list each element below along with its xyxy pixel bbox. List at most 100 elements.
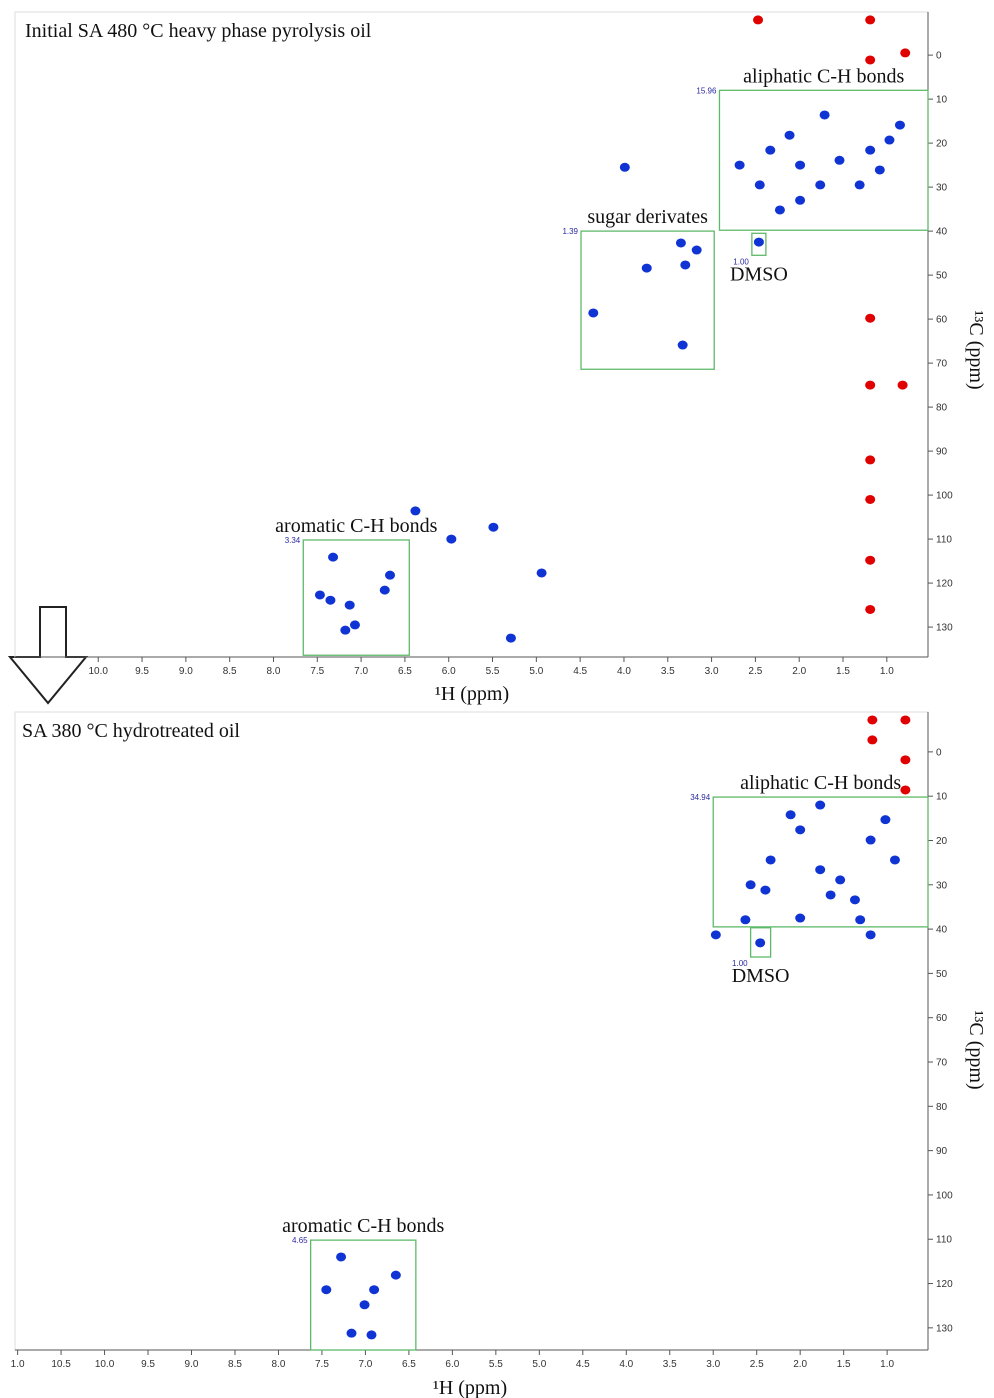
integration-region (712, 796, 929, 928)
x-tick-label: 3.0 (705, 666, 719, 677)
x-tick-label: 8.5 (223, 666, 237, 677)
x-tick-label: 6.0 (442, 666, 456, 677)
peak (446, 534, 457, 544)
panel-title: Initial SA 480 °C heavy phase pyrolysis … (25, 20, 372, 42)
peak (505, 633, 516, 643)
panel-title: SA 380 °C hydrotreated oil (22, 720, 240, 742)
x-tick-label: 5.0 (529, 666, 543, 677)
x-tick-label: 1.5 (837, 1359, 851, 1370)
peak (795, 913, 806, 923)
peak (867, 735, 878, 745)
peak (889, 855, 900, 865)
peak (488, 522, 499, 532)
peak (734, 160, 745, 170)
y-tick-label: 130 (936, 1323, 953, 1334)
y-tick-label: 50 (936, 271, 948, 282)
peak (834, 155, 845, 165)
x-tick-label: 8.5 (228, 1359, 242, 1370)
peak (349, 620, 360, 630)
y-tick-label: 10 (936, 95, 948, 106)
region-integral: 15.96 (696, 86, 717, 95)
peak (745, 880, 756, 890)
x-tick-label: 3.5 (661, 666, 675, 677)
region-integral: 1.00 (733, 257, 749, 266)
peak (865, 313, 876, 323)
y-tick-label: 60 (936, 1013, 948, 1024)
integration-region (302, 539, 410, 656)
x-tick-label: 3.5 (663, 1359, 677, 1370)
peak (865, 380, 876, 390)
y-tick-label: 110 (936, 535, 952, 546)
y-tick-label: 30 (936, 880, 948, 891)
peak (680, 260, 691, 270)
region-integral: 4.65 (292, 1236, 308, 1245)
region-label: DMSO (730, 263, 788, 285)
peak (865, 15, 876, 25)
peak (346, 1328, 357, 1338)
peak (849, 895, 860, 905)
peak (795, 825, 806, 835)
region-integral: 1.39 (562, 227, 578, 236)
x-tick-label: 1.0 (880, 1359, 894, 1370)
x-tick-label: 5.5 (489, 1359, 503, 1370)
x-tick-label: 7.0 (354, 666, 368, 677)
x-tick-label: 4.5 (576, 1359, 590, 1370)
x-tick-label: 1.0 (880, 666, 894, 677)
peak (754, 180, 765, 190)
y-tick-label: 20 (936, 139, 948, 150)
peak (753, 15, 764, 25)
y-tick-label: 120 (936, 579, 953, 590)
peak (854, 180, 865, 190)
peak (328, 552, 339, 562)
y-axis-label: ¹³C (ppm) (965, 310, 987, 389)
y-tick-label: 40 (936, 227, 948, 238)
x-tick-label: 9.5 (135, 666, 149, 677)
x-tick-label: 6.5 (402, 1359, 416, 1370)
y-tick-label: 90 (936, 1146, 948, 1157)
x-tick-label: 9.0 (179, 666, 193, 677)
peak (390, 1270, 401, 1280)
x-tick-label: 8.0 (272, 1359, 286, 1370)
region-label: aliphatic C-H bonds (740, 772, 901, 794)
integration-region (718, 89, 929, 231)
x-tick-label: 10.0 (95, 1359, 115, 1370)
peak (325, 595, 336, 605)
x-tick-label: 10.5 (51, 1359, 71, 1370)
x-tick-label: 1.5 (836, 666, 850, 677)
peak (900, 755, 911, 765)
x-tick-label: 6.5 (398, 666, 412, 677)
peak (385, 570, 396, 580)
peak (815, 180, 826, 190)
y-tick-label: 130 (936, 623, 953, 634)
region-label: sugar derivates (587, 206, 708, 228)
peak (753, 237, 764, 247)
peak (588, 308, 599, 318)
x-tick-label: 2.0 (792, 666, 806, 677)
x-tick-label: 4.0 (619, 1359, 633, 1370)
peak (865, 55, 876, 65)
x-axis-label: ¹H (ppm) (435, 683, 509, 705)
y-axis-label: ¹³C (ppm) (965, 1010, 987, 1089)
region-label: DMSO (732, 965, 790, 987)
peak (366, 1330, 377, 1340)
x-tick-label: 5.0 (532, 1359, 546, 1370)
peak (359, 1300, 370, 1310)
peak (865, 555, 876, 565)
peak (784, 130, 795, 140)
peak (675, 238, 686, 248)
peak (795, 160, 806, 170)
peak (900, 785, 911, 795)
y-tick-label: 80 (936, 403, 948, 414)
peak (865, 494, 876, 504)
peak (900, 715, 911, 725)
peak (867, 715, 878, 725)
y-tick-label: 20 (936, 836, 948, 847)
y-tick-label: 70 (936, 1058, 948, 1069)
peak (865, 930, 876, 940)
peak (321, 1285, 332, 1295)
y-tick-label: 40 (936, 925, 948, 936)
y-tick-label: 100 (936, 1190, 953, 1201)
y-tick-label: 120 (936, 1279, 953, 1290)
peak (691, 245, 702, 255)
